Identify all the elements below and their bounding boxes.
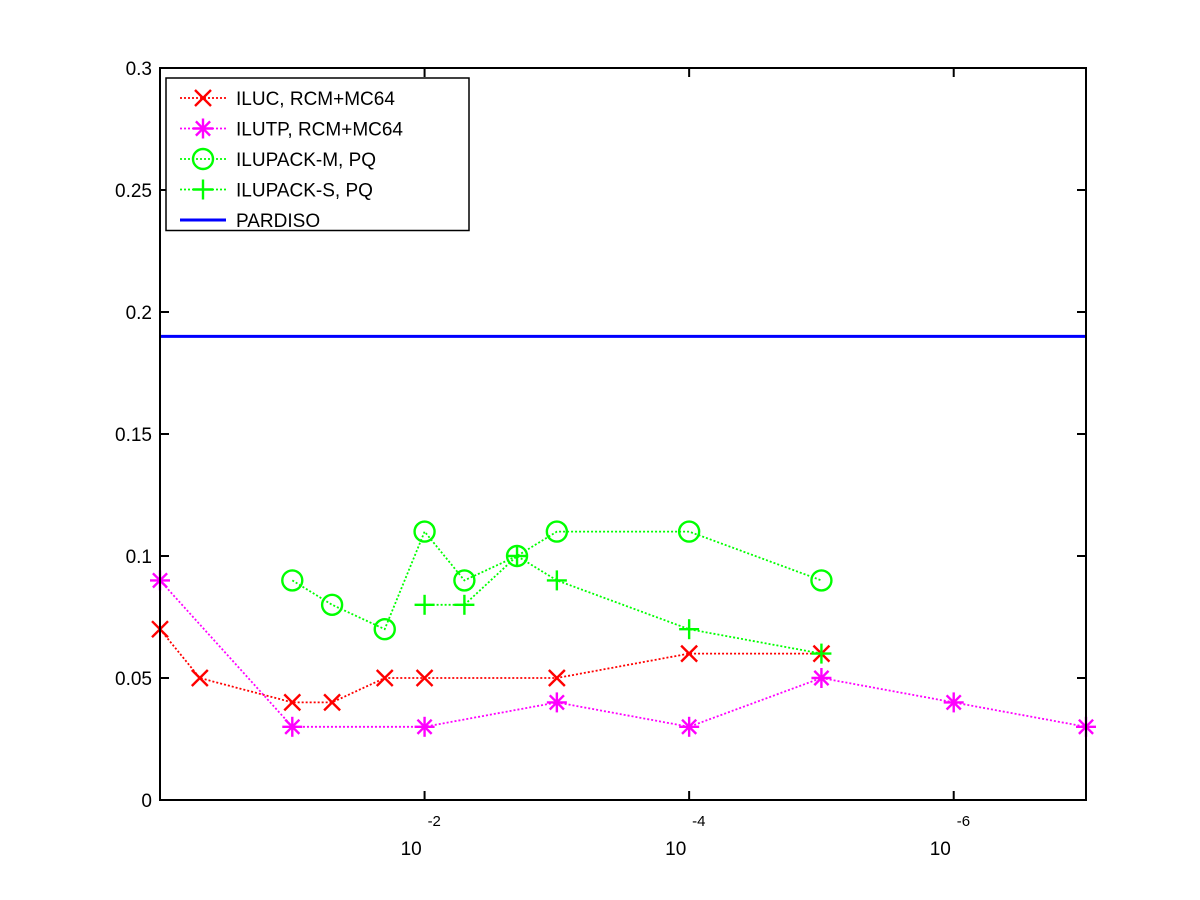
- x-tick-base: 10: [665, 839, 686, 860]
- legend-box: [165, 77, 470, 232]
- data-point-ilupack-s-pq-5: [811, 643, 832, 664]
- legend-entry-iluc-rcm-mc64: ILUC, RCM+MC64: [180, 89, 395, 110]
- legend-marker: [193, 179, 213, 200]
- legend-label: ILUC, RCM+MC64: [236, 89, 395, 110]
- x-tick-exponent: -2: [428, 813, 441, 830]
- legend-entry-ilutp-rcm-mc64: ILUTP, RCM+MC64: [180, 118, 403, 141]
- data-point-ilupack-m-pq-7: [677, 520, 701, 543]
- data-point-ilupack-s-pq-0: [414, 594, 435, 615]
- data-point-iluc-rcm-mc64-4: [375, 669, 394, 687]
- y-tick-label: 0.3: [126, 59, 152, 80]
- data-point-ilutp-rcm-mc64-4: [679, 716, 700, 737]
- data-point-iluc-rcm-mc64-5: [415, 669, 434, 687]
- series-line-ilupack-m-pq: [291, 529, 822, 631]
- y-tick-label: 0.15: [115, 425, 152, 446]
- legend-label: ILUPACK-M, PQ: [236, 150, 376, 171]
- x-tick-exponent: -6: [957, 813, 970, 830]
- data-point-ilutp-rcm-mc64-3: [546, 692, 567, 713]
- data-point-ilupack-s-pq-1: [454, 594, 475, 615]
- series-ilupack-s-pq: [414, 546, 832, 664]
- data-point-ilupack-m-pq-0: [281, 569, 304, 592]
- y-tick-label: 0.05: [115, 669, 152, 690]
- data-point-ilupack-m-pq-6: [545, 520, 569, 543]
- legend-label: PARDISO: [236, 211, 320, 232]
- data-point-ilutp-rcm-mc64-5: [811, 668, 832, 688]
- legend-marker: [193, 118, 213, 139]
- legend-entry-ilupack-m-pq: ILUPACK-M, PQ: [180, 147, 376, 171]
- data-point-iluc-rcm-mc64-7: [680, 644, 698, 663]
- data-point-ilutp-rcm-mc64-1: [282, 716, 303, 737]
- data-point-ilupack-s-pq-3: [546, 570, 567, 591]
- data-point-ilupack-m-pq-2: [373, 618, 396, 641]
- legend-label: ILUTP, RCM+MC64: [236, 120, 403, 141]
- data-point-ilupack-m-pq-8: [810, 569, 833, 592]
- data-point-iluc-rcm-mc64-3: [323, 693, 341, 712]
- data-point-ilupack-m-pq-1: [320, 593, 344, 616]
- legend-entry-ilupack-s-pq: ILUPACK-S, PQ: [180, 179, 373, 202]
- data-point-ilupack-m-pq-3: [413, 520, 436, 543]
- data-point-iluc-rcm-mc64-2: [283, 693, 302, 712]
- x-tick-exponent: -4: [692, 813, 705, 830]
- y-tick-label: 0: [141, 791, 152, 812]
- legend-marker: [191, 147, 215, 171]
- y-tick-label: 0.2: [126, 303, 152, 324]
- data-point-ilupack-s-pq-2: [507, 546, 528, 566]
- legend-label: ILUPACK-S, PQ: [236, 181, 373, 202]
- series-layer: [150, 334, 1096, 737]
- series-ilutp-rcm-mc64: [150, 570, 1096, 737]
- data-point-ilupack-s-pq-4: [679, 619, 700, 640]
- data-point-iluc-rcm-mc64-1: [190, 669, 209, 687]
- axes-layer: 0 0.05 0.1 0.15 0.2 0.25 0.3 -2 10 -4 10 -6 10: [115, 59, 1087, 860]
- data-point-iluc-rcm-mc64-6: [548, 669, 566, 687]
- legend: ILUC, RCM+MC64 ILUTP, RCM+MC64 ILUPACK-M, …: [165, 77, 470, 232]
- y-tick-label: 0.1: [126, 547, 152, 568]
- data-point-ilutp-rcm-mc64-2: [414, 716, 435, 737]
- x-tick-base: 10: [401, 839, 422, 860]
- x-tick-base: 10: [930, 839, 951, 860]
- legend-marker: [194, 89, 212, 107]
- data-point-ilutp-rcm-mc64-6: [943, 692, 964, 713]
- y-tick-label: 0.25: [115, 181, 152, 202]
- data-point-ilupack-m-pq-4: [453, 569, 476, 592]
- legend-entry-pardiso: PARDISO: [180, 211, 320, 232]
